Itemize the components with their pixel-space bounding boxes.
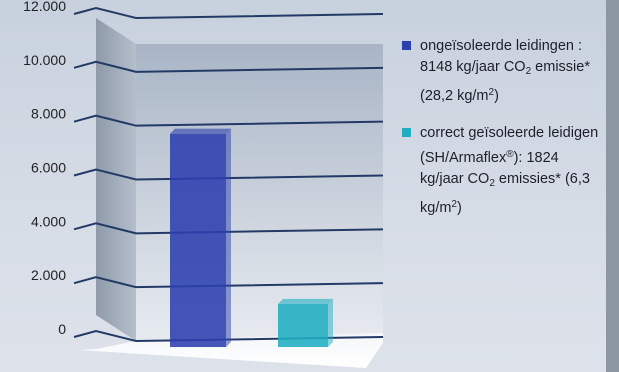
bar-side-uninsulated: [226, 128, 231, 347]
bar-uninsulated: [170, 133, 226, 347]
gridline: [73, 222, 384, 235]
gridline: [73, 114, 384, 127]
gridline: [73, 329, 384, 343]
y-tick-label: 8.000: [31, 106, 66, 122]
gridline: [73, 60, 384, 73]
y-tick-label: 0: [58, 321, 66, 337]
gridline: [73, 276, 384, 289]
y-tick-label: 4.000: [31, 213, 66, 229]
y-tick-label: 2.000: [31, 267, 66, 283]
legend-swatch-insulated: [402, 128, 411, 137]
legend: ongeïsoleerde leidingen : 8148 kg/jaar C…: [402, 36, 602, 235]
bar-top-insulated: [278, 298, 333, 304]
legend-swatch-uninsulated: [402, 41, 411, 50]
gridline: [73, 168, 384, 181]
legend-label-insulated: correct geïsoleerde leidigen (SH/Armafle…: [420, 125, 599, 216]
left-wall: [96, 18, 136, 341]
bar-top-uninsulated: [170, 128, 231, 134]
bars: [170, 128, 333, 347]
y-tick-label: 6.000: [31, 160, 66, 176]
legend-item-uninsulated: ongeïsoleerde leidingen : 8148 kg/jaar C…: [402, 36, 602, 107]
legend-item-insulated: correct geïsoleerde leidigen (SH/Armafle…: [402, 123, 602, 219]
bar-insulated: [278, 303, 328, 347]
y-axis-ticks: 0 2.000 4.000 6.000 8.000 10.000 12.000: [23, 0, 66, 337]
gridlines: [73, 6, 384, 343]
y-tick-label: 12.000: [23, 0, 66, 14]
y-tick-label: 10.000: [23, 52, 66, 68]
bar-side-insulated: [328, 298, 333, 347]
right-edge-band: [606, 0, 619, 372]
legend-label-uninsulated: ongeïsoleerde leidingen : 8148 kg/jaar C…: [420, 38, 590, 104]
gridline: [73, 6, 384, 20]
